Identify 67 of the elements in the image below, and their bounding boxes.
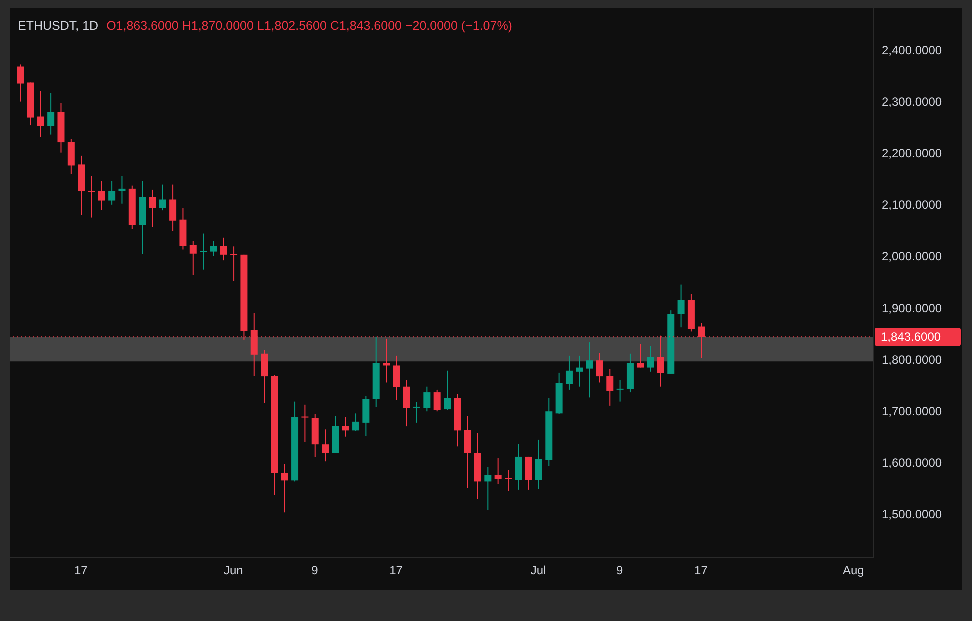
candlestick [302, 404, 309, 443]
candlestick [434, 389, 441, 412]
x-tick-label: 9 [616, 564, 624, 578]
y-tick-label: 1,600.0000 [882, 456, 942, 470]
candlestick [190, 241, 197, 276]
x-tick-label: Jul [530, 564, 546, 578]
y-tick-label: 2,300.0000 [882, 95, 942, 110]
y-tick-label: 1,800.0000 [882, 352, 942, 367]
candlestick [678, 284, 685, 328]
candlestick [149, 189, 156, 228]
candlestick [494, 458, 502, 485]
candlestick [484, 466, 492, 511]
candlestick [37, 90, 44, 138]
candlestick [444, 370, 451, 411]
candlestick [403, 380, 410, 428]
x-tick-label: 17 [390, 564, 404, 578]
x-tick-label: 9 [312, 564, 319, 578]
x-tick-label: Jun [224, 564, 244, 578]
candlestick [210, 240, 218, 257]
candlestick [637, 344, 644, 368]
candlestick [118, 176, 126, 204]
candlestick [596, 352, 604, 384]
x-tick-label: 17 [694, 564, 708, 578]
candlestick [322, 429, 330, 462]
y-tick-label: 1,700.0000 [882, 404, 942, 418]
y-tick-label: 2,400.0000 [882, 44, 942, 58]
candlestick [616, 380, 624, 402]
candlestick [414, 402, 421, 424]
candlestick [352, 413, 360, 432]
candlestick [566, 355, 573, 390]
candlestick [17, 64, 24, 102]
candlestick [576, 355, 584, 388]
candlestick [281, 464, 288, 514]
candlestick [48, 92, 55, 136]
candlestick [504, 470, 512, 492]
y-tick-label: 2,200.0000 [882, 146, 942, 161]
y-tick-label: 1,900.0000 [882, 301, 942, 316]
x-tick-label: 17 [74, 564, 88, 578]
candlestick [220, 237, 228, 262]
candlestick [393, 355, 400, 401]
ref-line-label: 1,843.6000 [881, 330, 942, 344]
candlestick [98, 180, 106, 211]
candlestick [88, 176, 96, 218]
candlestick [383, 338, 390, 384]
candlestick [200, 233, 208, 270]
candlestick [159, 184, 166, 212]
y-tick-label: 2,100.0000 [882, 198, 942, 212]
y-tick-label: 2,000.0000 [882, 250, 942, 264]
candlestick [108, 180, 116, 206]
candlestick [261, 350, 268, 404]
candlestick [424, 386, 431, 412]
y-tick-label: 1,500.0000 [882, 507, 942, 522]
candlestick [525, 456, 532, 490]
candlestick [515, 444, 522, 490]
candlestick [362, 396, 370, 437]
candlestick [586, 342, 594, 398]
text: O1,863.6000 H1,870.0000 L1,802.5600 C1,843.6000 −20.0000 (−1.07%) [106, 19, 512, 33]
candlestick [647, 346, 654, 372]
candlestick [464, 416, 472, 489]
candlestick [68, 138, 75, 175]
candlestick [230, 246, 238, 282]
candlestick [170, 184, 177, 232]
candlestick [535, 439, 542, 490]
candlestick [606, 368, 614, 406]
text: ETHUSDT, 1D [18, 19, 99, 33]
x-tick-label: Aug [842, 564, 864, 578]
candlestick [342, 416, 350, 438]
